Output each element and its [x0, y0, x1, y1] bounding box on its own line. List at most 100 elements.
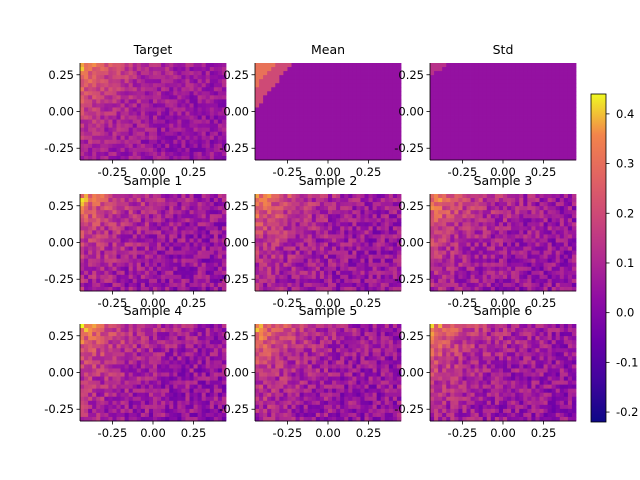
- heat-cell: [372, 242, 378, 247]
- heat-cell: [535, 139, 540, 145]
- heat-cell: [523, 63, 528, 68]
- heat-cell: [100, 115, 105, 120]
- heat-cell: [352, 282, 357, 288]
- heat-cell: [319, 63, 325, 68]
- heat-cell: [486, 194, 492, 199]
- heat-cell: [96, 258, 101, 264]
- heat-cell: [539, 238, 544, 243]
- heat-cell: [535, 198, 540, 203]
- heat-cell: [527, 258, 532, 264]
- heat-cell: [221, 155, 227, 161]
- heat-cell: [372, 202, 378, 207]
- heat-cell: [356, 155, 361, 161]
- heat-cell: [177, 214, 182, 219]
- heat-cell: [287, 71, 292, 76]
- heat-cell: [319, 123, 325, 129]
- heat-cell: [140, 286, 146, 292]
- heat-cell: [539, 151, 544, 157]
- heat-cell: [486, 79, 492, 84]
- heat-cell: [446, 83, 451, 88]
- heat-cell: [340, 214, 345, 219]
- heat-cell: [543, 75, 549, 80]
- heat-cell: [287, 258, 292, 264]
- heat-cell: [213, 155, 219, 161]
- heat-cell: [396, 222, 402, 227]
- heat-cell: [299, 234, 305, 239]
- heat-cell: [271, 218, 276, 223]
- heat-cell: [221, 63, 227, 68]
- heat-cell: [217, 143, 223, 149]
- heat-cell: [100, 266, 105, 272]
- heat-cell: [454, 242, 459, 247]
- heat-cell: [108, 91, 113, 96]
- heat-cell: [275, 278, 280, 284]
- heat-cell: [392, 147, 398, 153]
- heat-cell: [527, 151, 532, 157]
- heat-cell: [153, 266, 158, 272]
- heat-cell: [153, 278, 158, 284]
- heat-cell: [478, 143, 484, 149]
- heat-cell: [360, 111, 365, 116]
- heat-cell: [295, 258, 301, 264]
- heat-cell: [140, 198, 146, 203]
- heat-cell: [482, 250, 488, 256]
- heat-cell: [360, 202, 365, 207]
- heat-cell: [356, 194, 361, 199]
- heat-cell: [108, 143, 113, 149]
- heat-cell: [360, 103, 365, 108]
- heat-cell: [384, 71, 390, 76]
- heat-cell: [474, 131, 480, 137]
- heat-cell: [515, 99, 520, 104]
- heat-cell: [104, 282, 109, 288]
- heat-cell: [116, 282, 121, 288]
- heat-cell: [486, 246, 492, 251]
- heat-cell: [287, 75, 292, 80]
- heat-cell: [384, 139, 390, 145]
- heat-cell: [271, 214, 276, 219]
- heat-cell: [295, 131, 301, 137]
- heat-cell: [466, 115, 471, 120]
- heat-cell: [323, 218, 329, 223]
- heat-cell: [340, 115, 345, 120]
- heat-cell: [527, 147, 532, 153]
- heat-cell: [446, 111, 451, 116]
- heat-cell: [498, 194, 504, 199]
- heat-cell: [80, 119, 85, 125]
- heat-cell: [360, 278, 365, 284]
- heat-cell: [531, 119, 536, 125]
- heat-cell: [519, 210, 524, 215]
- heat-cell: [173, 143, 178, 149]
- heat-cell: [498, 107, 504, 112]
- heat-cell: [356, 282, 361, 288]
- heat-cell: [442, 194, 447, 199]
- heat-cell: [442, 230, 447, 235]
- heat-cell: [279, 91, 284, 96]
- heat-cell: [283, 119, 288, 125]
- heat-cell: [364, 250, 369, 256]
- heat-cell: [392, 202, 398, 207]
- heat-cell: [527, 210, 532, 215]
- heat-cell: [255, 278, 260, 284]
- heat-cell: [450, 226, 455, 231]
- heat-cell: [434, 250, 439, 256]
- heat-cell: [454, 79, 459, 84]
- heat-cell: [434, 143, 439, 149]
- heat-cell: [92, 254, 97, 260]
- heat-cell: [344, 67, 349, 72]
- heat-cell: [315, 242, 321, 247]
- heat-cell: [442, 242, 447, 247]
- heat-cell: [140, 63, 146, 68]
- heat-cell: [177, 75, 182, 80]
- heat-cell: [148, 226, 154, 231]
- heat-cell: [434, 139, 439, 145]
- heat-cell: [519, 115, 524, 120]
- heat-cell: [185, 123, 190, 129]
- heat-cell: [124, 99, 130, 104]
- heat-cell: [543, 71, 549, 76]
- heat-cell: [311, 75, 317, 80]
- heat-cell: [352, 115, 357, 120]
- heat-cell: [153, 202, 158, 207]
- heat-cell: [221, 115, 227, 120]
- heat-cell: [303, 282, 309, 288]
- heat-cell: [140, 131, 146, 137]
